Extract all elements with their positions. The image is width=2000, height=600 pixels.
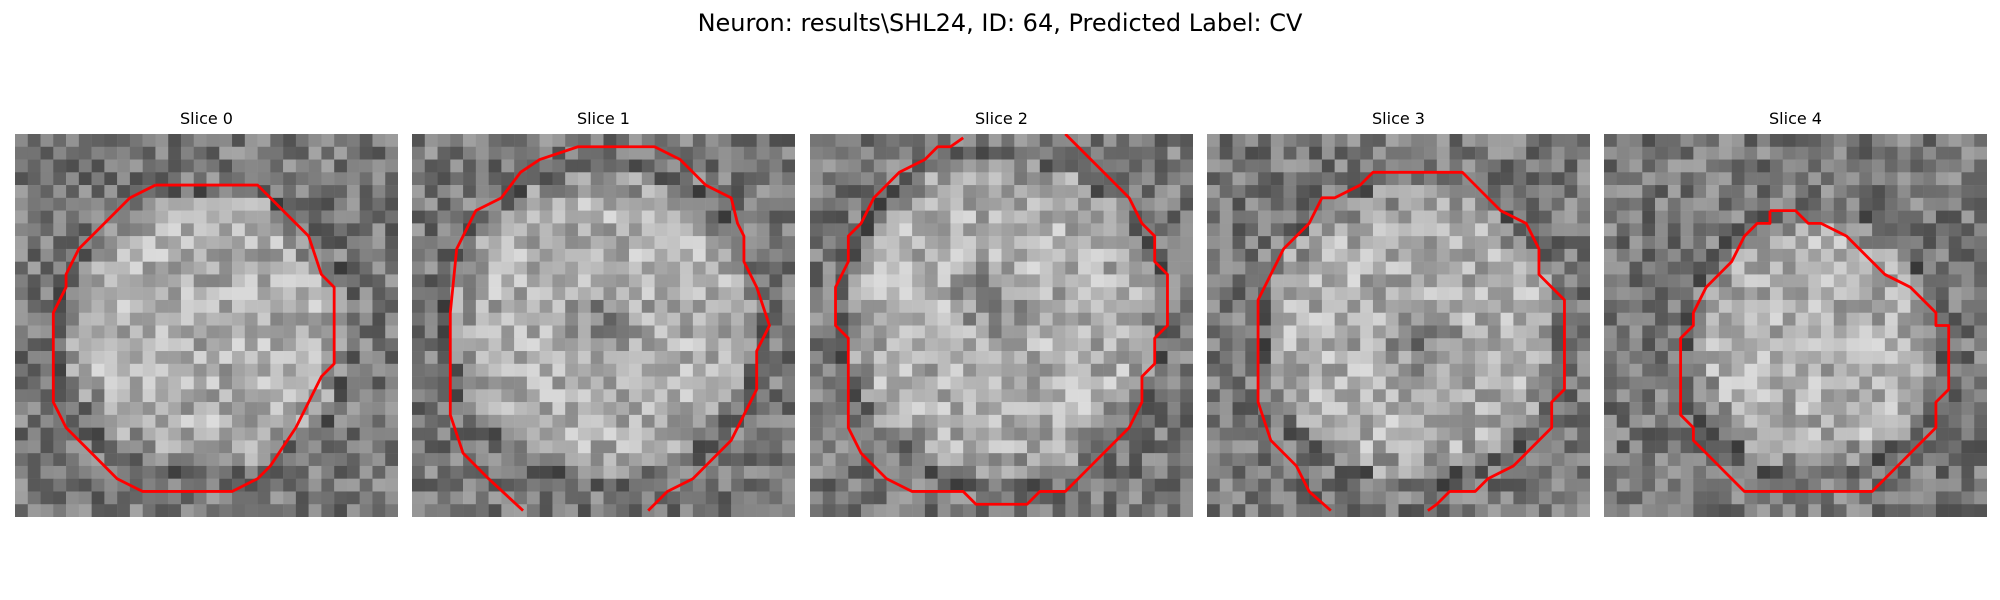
pixel-grid-1 xyxy=(412,134,795,517)
slice-image-4 xyxy=(1604,134,1987,517)
contour-1 xyxy=(448,145,771,512)
pixel-grid-2 xyxy=(810,134,1193,517)
slice-panel-0: Slice 0 xyxy=(15,108,398,518)
figure-title: Neuron: results\SHL24, ID: 64, Predicted… xyxy=(697,9,1303,37)
contour-2 xyxy=(834,134,1169,506)
slice-panel-1: Slice 1 xyxy=(412,108,795,518)
pixel-grid-0 xyxy=(15,134,398,517)
slice-panel-3: Slice 3 xyxy=(1207,108,1590,518)
slice-panel-4: Slice 4 xyxy=(1604,108,1987,518)
slice-title-1: Slice 1 xyxy=(577,109,630,128)
contour-0 xyxy=(51,183,336,493)
slice-image-1 xyxy=(412,134,795,517)
slice-image-3 xyxy=(1207,134,1590,517)
slice-title-2: Slice 2 xyxy=(975,109,1028,128)
slice-image-2 xyxy=(810,134,1193,517)
slice-title-4: Slice 4 xyxy=(1769,109,1822,128)
slice-image-0 xyxy=(15,134,398,517)
slice-title-0: Slice 0 xyxy=(180,109,233,128)
slice-title-3: Slice 3 xyxy=(1372,109,1425,128)
pixel-grid-3 xyxy=(1207,134,1590,517)
contour-3 xyxy=(1256,170,1566,512)
slice-panel-2: Slice 2 xyxy=(810,108,1193,518)
pixel-grid-4 xyxy=(1604,134,1987,517)
contour-4 xyxy=(1679,209,1951,493)
